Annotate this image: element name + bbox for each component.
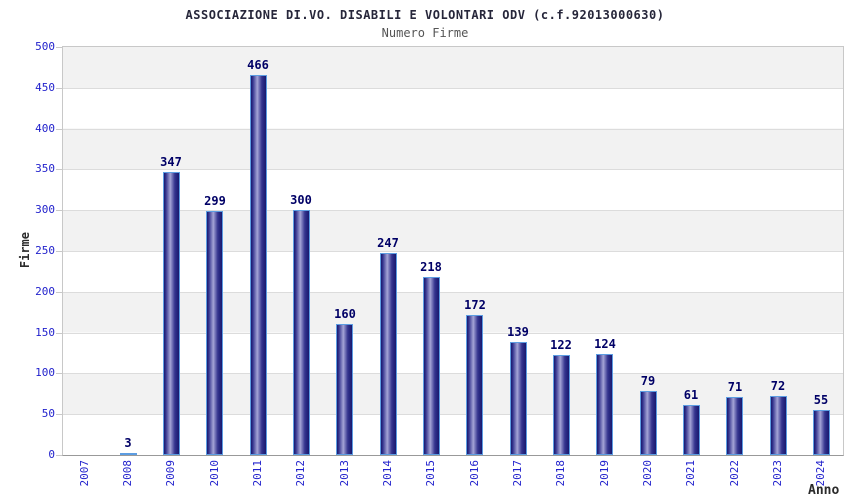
y-tick-400 <box>56 129 62 130</box>
y-tick-200 <box>56 292 62 293</box>
x-tick-label-2021: 2021 <box>684 460 697 487</box>
bar-value-2016: 172 <box>464 298 486 312</box>
x-tick-label-2010: 2010 <box>208 460 221 487</box>
bar-value-2023: 72 <box>770 379 786 393</box>
bar-2012 <box>293 210 310 455</box>
y-tick-350 <box>56 169 62 170</box>
gridline-250 <box>63 251 843 252</box>
x-tick-label-2022: 2022 <box>728 460 741 487</box>
x-tick-label-2007: 2007 <box>78 460 91 487</box>
chart-subtitle: Numero Firme <box>381 26 469 40</box>
x-tick-label-2014: 2014 <box>381 460 394 487</box>
bar-2013 <box>336 324 353 455</box>
x-tick-label-2015: 2015 <box>424 460 437 487</box>
x-tick-label-2016: 2016 <box>468 460 481 487</box>
bar-2009 <box>163 172 180 455</box>
bar-value-2020: 79 <box>640 374 656 388</box>
bar-value-2013: 160 <box>334 307 356 321</box>
y-tick-150 <box>56 333 62 334</box>
bar-value-2017: 139 <box>507 325 529 339</box>
x-tick-label-2012: 2012 <box>294 460 307 487</box>
bar-2010 <box>206 211 223 455</box>
y-tick-label-450: 450 <box>35 81 55 94</box>
x-tick-label-2020: 2020 <box>641 460 654 487</box>
bar-2015 <box>423 277 440 455</box>
y-tick-450 <box>56 88 62 89</box>
y-tick-label-400: 400 <box>35 122 55 135</box>
bar-2021 <box>683 405 700 455</box>
bar-value-2014: 247 <box>377 236 399 250</box>
x-tick-label-2019: 2019 <box>598 460 611 487</box>
x-tick-label-2011: 2011 <box>251 460 264 487</box>
bar-value-2011: 466 <box>247 58 269 72</box>
bar-value-2019: 124 <box>594 337 616 351</box>
bar-value-2021: 61 <box>683 388 699 402</box>
x-tick-label-2024: 2024 <box>814 460 827 487</box>
bar-value-2015: 218 <box>420 260 442 274</box>
bar-2023 <box>770 396 787 455</box>
plot-area: 3 347 299 466 300 160 247 218 172 139 122 124 79 61 71… <box>62 46 844 456</box>
bar-value-2012: 300 <box>290 193 312 207</box>
y-tick-label-50: 50 <box>41 407 55 420</box>
gridline-200 <box>63 292 843 293</box>
bar-value-2008: 3 <box>124 436 132 450</box>
gridline-50 <box>63 414 843 415</box>
bar-2017 <box>510 342 527 455</box>
bar-2024 <box>813 410 830 455</box>
y-tick-label-300: 300 <box>35 203 55 216</box>
y-tick-0 <box>56 455 62 456</box>
x-tick-label-2017: 2017 <box>511 460 524 487</box>
bar-value-2010: 299 <box>204 194 226 208</box>
bar-2018 <box>553 355 570 455</box>
y-tick-label-150: 150 <box>35 326 55 339</box>
bar-2020 <box>640 391 657 455</box>
gridline-150 <box>63 333 843 334</box>
gridline-350 <box>63 169 843 170</box>
x-tick-label-2023: 2023 <box>771 460 784 487</box>
bar-value-2009: 347 <box>160 155 182 169</box>
y-tick-label-100: 100 <box>35 366 55 379</box>
x-tick-label-2018: 2018 <box>554 460 567 487</box>
chart-title: ASSOCIAZIONE DI.VO. DISABILI E VOLONTARI… <box>185 8 665 22</box>
y-tick-label-500: 500 <box>35 40 55 53</box>
bar-value-2018: 122 <box>550 338 572 352</box>
bar-value-2022: 71 <box>727 380 743 394</box>
bar-2011 <box>250 75 267 455</box>
bar-2014 <box>380 253 397 455</box>
y-tick-label-350: 350 <box>35 162 55 175</box>
x-tick-label-2008: 2008 <box>121 460 134 487</box>
gridline-300 <box>63 210 843 211</box>
y-tick-label-200: 200 <box>35 285 55 298</box>
y-tick-250 <box>56 251 62 252</box>
y-tick-100 <box>56 373 62 374</box>
gridline-450 <box>63 88 843 89</box>
y-tick-label-0: 0 <box>48 448 55 461</box>
bar-2008 <box>120 453 137 455</box>
y-tick-300 <box>56 210 62 211</box>
bar-value-2024: 55 <box>813 393 829 407</box>
y-tick-500 <box>56 47 62 48</box>
y-tick-50 <box>56 414 62 415</box>
y-tick-label-250: 250 <box>35 244 55 257</box>
x-tick-label-2013: 2013 <box>338 460 351 487</box>
bar-2019 <box>596 354 613 455</box>
x-tick-label-2009: 2009 <box>164 460 177 487</box>
x-axis-title: Anno <box>808 483 840 498</box>
bar-2016 <box>466 315 483 455</box>
gridline-100 <box>63 373 843 374</box>
bar-2022 <box>726 397 743 455</box>
gridline-400 <box>63 129 843 130</box>
